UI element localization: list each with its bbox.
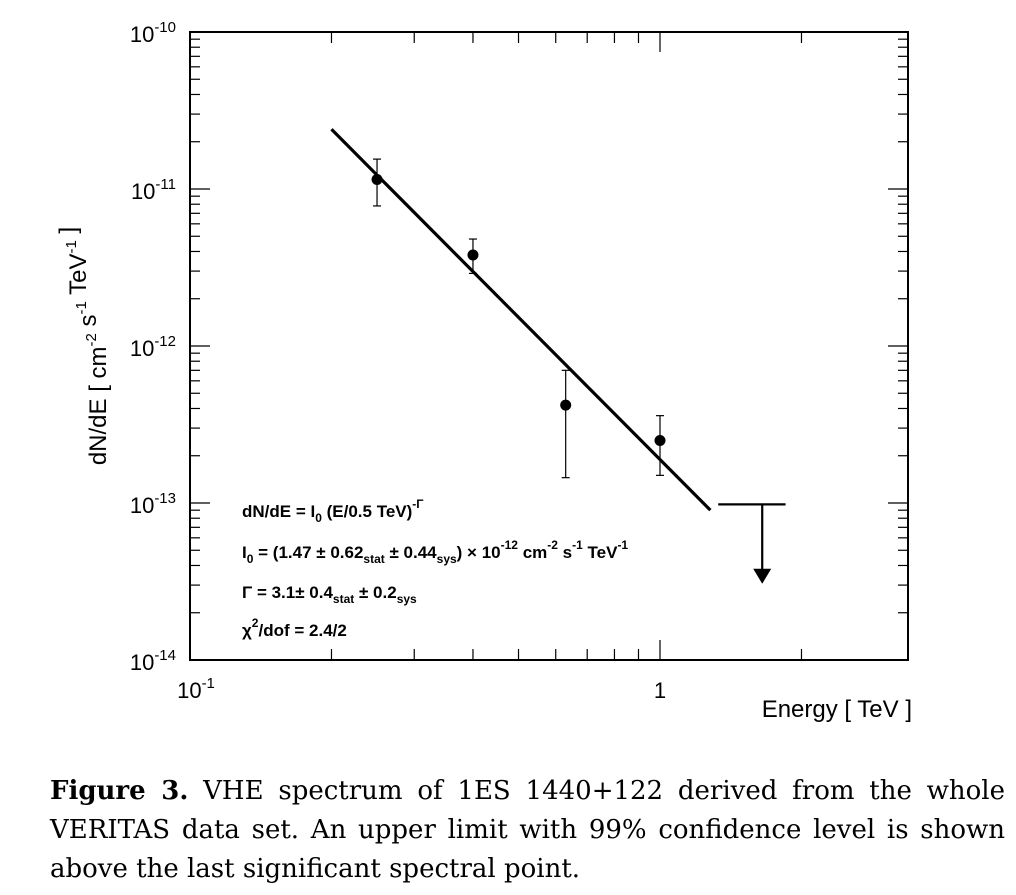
y-axis-label-exponent: -2 — [83, 333, 100, 346]
figure-caption: Figure 3. VHE spectrum of 1ES 1440+122 d… — [50, 772, 1005, 889]
y-axis-label-part: ] — [55, 227, 82, 240]
ann2-c: ± 0.44 — [385, 543, 437, 562]
upper-limit-arrowhead — [753, 568, 772, 584]
ann2-f-sup: -1 — [572, 538, 583, 552]
x-tick-label-exponent: -1 — [202, 675, 215, 692]
caption-label: Figure 3. — [50, 776, 189, 806]
ann2-g-sup: -1 — [617, 538, 628, 552]
y-tick-label: 10-13 — [130, 490, 176, 518]
y-tick-label-exponent: -14 — [154, 647, 176, 664]
ann3-b: ± 0.2 — [354, 583, 396, 602]
y-tick-label-base: 10 — [130, 336, 154, 361]
ann2-d: ) × 10 — [457, 543, 501, 562]
x-tick-label: 1 — [654, 678, 666, 703]
ann4-b: /dof = 2.4/2 — [258, 621, 346, 640]
ann2-a-sub: 0 — [247, 552, 254, 566]
ann2-e: cm — [518, 543, 547, 562]
y-tick-label-base: 10 — [131, 179, 155, 204]
ann1-b-sup: -Γ — [412, 497, 424, 511]
ann1-a-sub: 0 — [315, 511, 322, 525]
ann2-d-sup: -12 — [501, 538, 519, 552]
y-tick-label: 10-11 — [131, 176, 176, 204]
power-law-fit-line — [330, 128, 712, 512]
ann2-e-sup: -2 — [547, 538, 558, 552]
y-tick-label-exponent: -11 — [155, 176, 176, 193]
y-axis-label-exponent: -1 — [63, 240, 80, 253]
y-tick-label-exponent: -12 — [154, 333, 176, 350]
annotation-index: Γ = 3.1± 0.4stat ± 0.2sys — [242, 583, 417, 606]
y-axis-label: dN/dE [ cm-2 s-1 TeV-1 ] — [55, 227, 112, 465]
ann4-a: χ — [242, 621, 252, 640]
ann2-a: I — [242, 543, 247, 562]
y-axis-label-part: TeV — [65, 254, 92, 302]
y-axis-label-exponent: -1 — [73, 301, 90, 314]
axis-ticks — [189, 32, 908, 661]
caption-text: VHE spectrum of 1ES 1440+122 derived fro… — [50, 776, 1006, 884]
upper-limit-group — [718, 503, 786, 584]
data-point — [467, 249, 479, 261]
annotation-normalization: I0 = (1.47 ± 0.62stat ± 0.44sys) × 10-12… — [242, 538, 628, 566]
annotation-chi2: χ2/dof = 2.4/2 — [242, 616, 347, 640]
y-tick-label: 10-12 — [130, 333, 176, 361]
x-tick-labels: 10-1 1 — [177, 675, 666, 703]
y-axis-label-part: s — [75, 314, 102, 333]
ann2-f: s — [558, 543, 572, 562]
y-tick-label-base: 10 — [130, 650, 154, 675]
fit-line-group — [330, 128, 712, 512]
ann1-a: dN/dE = I — [242, 502, 315, 521]
fit-annotations: dN/dE = I0 (E/0.5 TeV)-Γ I0 = (1.47 ± 0.… — [242, 497, 628, 640]
ann3-b-sub: sys — [397, 592, 417, 606]
data-point — [654, 435, 666, 447]
y-tick-label-base: 10 — [130, 493, 154, 518]
ann2-c-sub: sys — [437, 552, 457, 566]
x-tick-label-base: 10 — [177, 678, 201, 703]
ann3-a-sub: stat — [333, 592, 354, 606]
y-tick-label-exponent: -10 — [154, 19, 176, 36]
y-tick-label: 10-10 — [130, 19, 176, 47]
annotation-formula: dN/dE = I0 (E/0.5 TeV)-Γ — [242, 497, 424, 525]
x-tick-label: 10-1 — [177, 675, 215, 703]
ann3-a: Γ = 3.1± 0.4 — [242, 583, 333, 602]
data-point — [560, 399, 572, 411]
x-axis-label: Energy [ TeV ] — [762, 696, 912, 723]
y-axis-label-part: dN/dE [ cm — [85, 346, 112, 465]
x-tick-label-base: 1 — [654, 678, 666, 703]
ann2-b-sub: stat — [363, 552, 384, 566]
y-tick-label-exponent: -13 — [154, 490, 176, 507]
ann2-g: TeV — [583, 543, 618, 562]
ann4-a-sup: 2 — [252, 616, 259, 630]
ann2-b: = (1.47 ± 0.62 — [253, 543, 363, 562]
y-tick-label-base: 10 — [130, 22, 154, 47]
data-point — [371, 173, 383, 185]
y-tick-label: 10-14 — [130, 647, 176, 675]
ann1-b: (E/0.5 TeV) — [322, 502, 412, 521]
data-points — [371, 158, 666, 479]
